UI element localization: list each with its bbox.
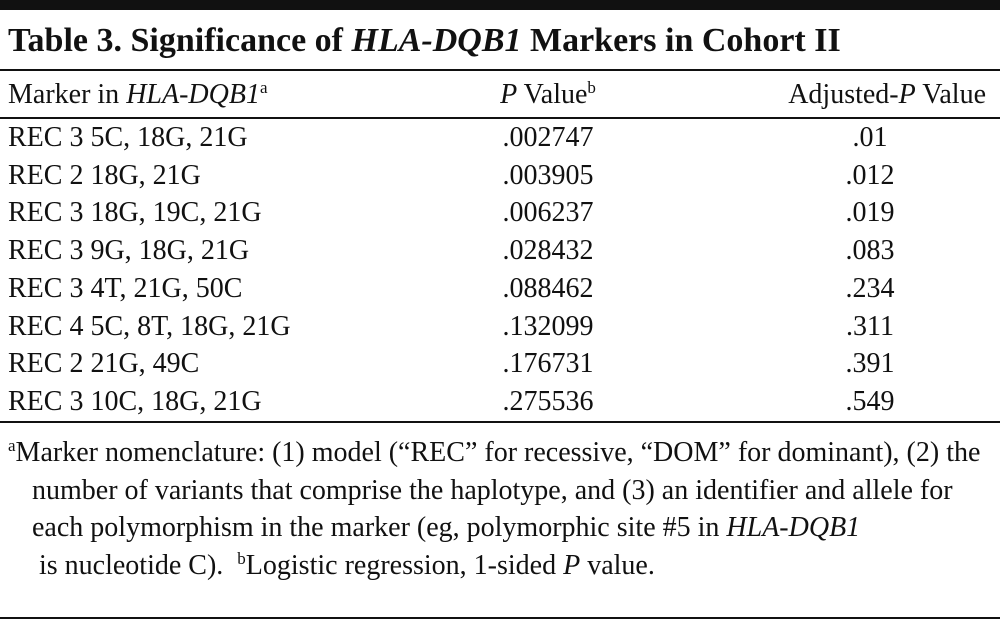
table-cell: REC 3 18G, 19C, 21G	[8, 197, 262, 229]
column-header: P Valueb	[500, 79, 596, 111]
header-p: P	[898, 79, 916, 110]
column-header: Adjusted-P Value	[788, 79, 986, 111]
table-cell: .176731	[502, 348, 594, 380]
header-text: Adjusted-	[788, 79, 899, 110]
table-title: Table 3. Significance of HLA-DQB1 Marker…	[8, 22, 841, 60]
footnote-text: Logistic regression, 1-sided	[245, 549, 564, 581]
table-cell: REC 3 5C, 18G, 21G	[8, 122, 248, 153]
column-header: Marker in HLA-DQB1a	[8, 79, 268, 111]
table-cell: .006237	[502, 197, 594, 229]
table-cell: REC 4 5C, 8T, 18G, 21G	[8, 310, 291, 342]
header-gene: HLA-DQB1	[126, 79, 260, 110]
header-text: Value	[517, 79, 588, 110]
header-p: P	[500, 79, 518, 110]
footnote-text: value.	[580, 549, 655, 581]
footnote-gene: HLA-DQB1	[726, 512, 861, 543]
table-cell: .083	[845, 235, 895, 267]
footnote-p: P	[563, 549, 581, 581]
table-cell: .311	[846, 310, 894, 342]
body-rule	[0, 421, 1000, 423]
header-note: a	[259, 78, 268, 97]
table-cell: .549	[845, 385, 895, 417]
footnote: aMarker nomenclature: (1) model (“REC” f…	[8, 434, 1000, 584]
table-cell: REC 2 21G, 49C	[8, 348, 200, 380]
table-cell: REC 3 4T, 21G, 50C	[8, 272, 243, 304]
table-cell: .391	[845, 348, 895, 380]
header-text: Marker in	[8, 79, 127, 110]
table-cell: .028432	[502, 235, 594, 267]
table-cell: REC 2 18G, 21G	[8, 159, 201, 191]
title-text: Table 3. Significance of	[8, 22, 352, 59]
title-rule	[0, 69, 1000, 71]
footnote-text: is nucleotide C).	[32, 549, 238, 581]
footnote-mark: b	[237, 548, 246, 568]
header-text: Value	[915, 79, 986, 110]
footnote-text: Marker nomenclature: (1) model (“REC” fo…	[15, 437, 981, 543]
table-cell: .012	[845, 159, 895, 191]
table-cell: .002747	[502, 122, 594, 153]
table-cell: REC 3 9G, 18G, 21G	[8, 235, 250, 267]
table-cell: .234	[845, 272, 895, 304]
header-note: b	[587, 78, 596, 97]
title-text: Markers in Cohort II	[521, 22, 841, 59]
top-rule	[0, 0, 1000, 10]
table-cell: .019	[845, 197, 895, 229]
header-rule	[0, 117, 1000, 119]
table-cell: .003905	[502, 159, 594, 191]
bottom-rule	[0, 617, 1000, 619]
title-gene: HLA-DQB1	[351, 22, 522, 59]
table-cell: .275536	[502, 385, 594, 417]
table-cell: .01	[852, 122, 888, 153]
table-cell: .088462	[502, 272, 594, 304]
table-cell: REC 3 10C, 18G, 21G	[8, 385, 262, 417]
footnote-mark: a	[8, 436, 16, 455]
table-cell: .132099	[502, 310, 594, 342]
